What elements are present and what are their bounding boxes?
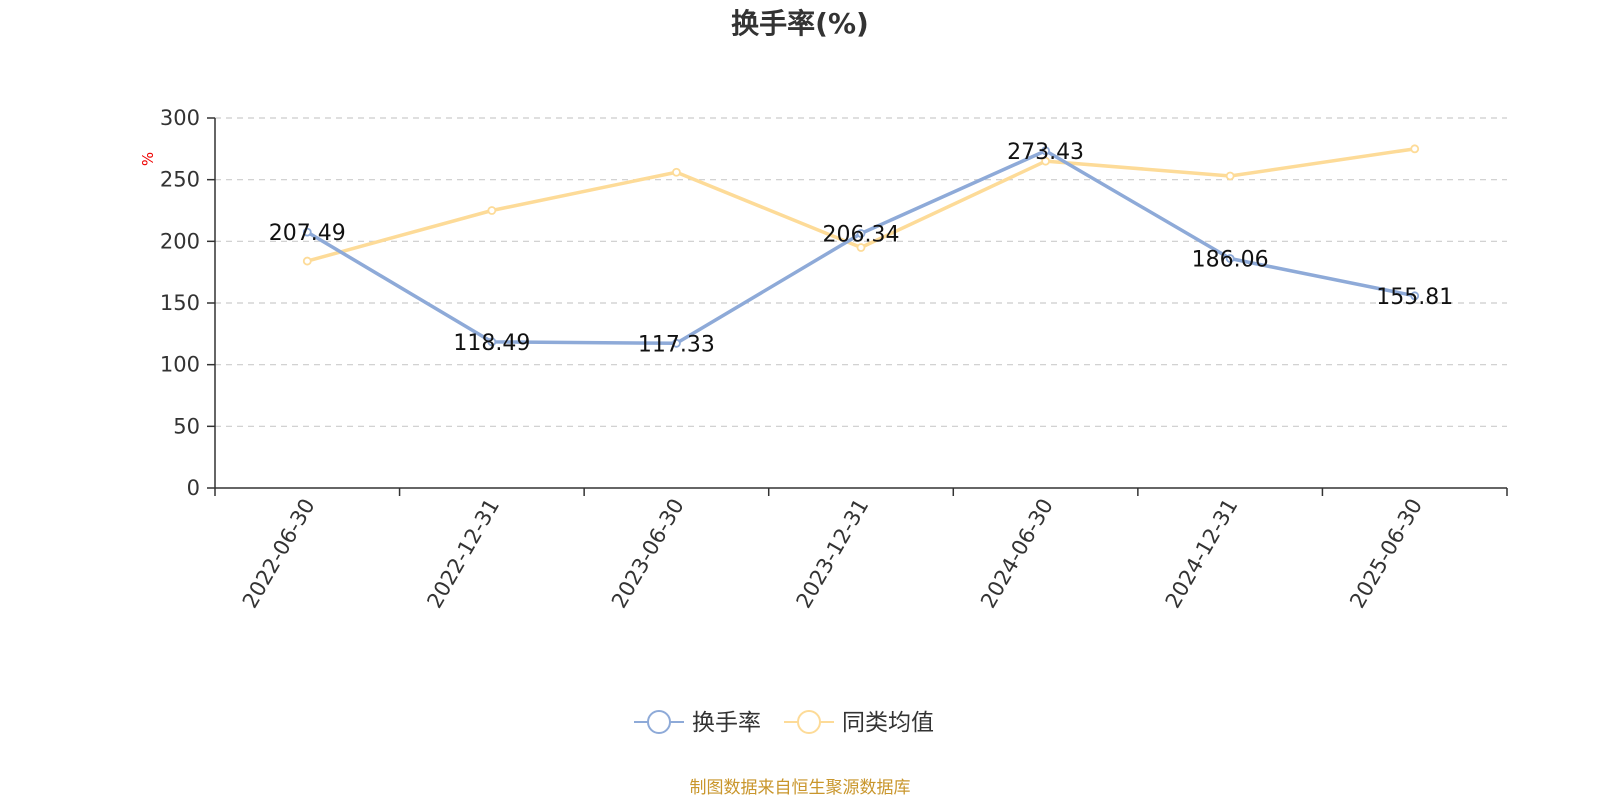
legend-label: 换手率 — [692, 710, 761, 736]
series-point — [672, 167, 681, 177]
y-axis: 0 50 100 150 200 250 300 — [160, 106, 216, 500]
y-tick-label: 100 — [160, 353, 200, 377]
data-label: 273.43 — [1007, 140, 1084, 165]
data-label: 118.49 — [453, 331, 530, 356]
data-label: 207.49 — [269, 221, 346, 246]
series-point — [1225, 254, 1235, 263]
data-label: 117.33 — [638, 332, 715, 357]
x-tick-label: 2023-12-31 — [792, 495, 874, 613]
legend-item[interactable]: 换手率 — [634, 710, 761, 736]
y-tick-label: 0 — [187, 476, 200, 500]
data-labels: 207.49 118.49 117.33 206.34 273.43 186.06 155.… — [269, 140, 1453, 358]
y-tick-label: 200 — [160, 229, 200, 253]
source-note: 制图数据来自恒生聚源数据库 — [690, 778, 911, 798]
x-tick-label: 2024-12-31 — [1161, 495, 1243, 613]
chart-title: 换手率(%) — [731, 7, 869, 40]
series-point — [856, 229, 866, 238]
y-tick-label: 150 — [160, 291, 200, 315]
series-point — [487, 337, 497, 347]
x-tick-label: 2023-06-30 — [607, 495, 689, 613]
data-label: 155.81 — [1376, 285, 1453, 310]
y-tick-label: 250 — [160, 168, 200, 192]
legend[interactable]: 换手率 同类均值 — [634, 710, 934, 736]
series-point — [302, 227, 312, 237]
x-tick-label: 2025-06-30 — [1345, 495, 1427, 613]
y-tick-label: 300 — [160, 106, 200, 130]
series-lines — [302, 144, 1420, 348]
series-point — [302, 256, 312, 266]
x-tick-label: 2022-12-31 — [422, 495, 504, 613]
data-label: 186.06 — [1192, 248, 1269, 273]
legend-circle-marker — [647, 710, 671, 734]
x-axis: 2022-06-30 2022-12-31 2023-06-30 2023-12-31… — [214, 487, 1508, 613]
series-point — [1410, 291, 1420, 301]
legend-item[interactable]: 同类均值 — [784, 710, 934, 736]
series-point — [1410, 144, 1420, 154]
series-point — [1225, 171, 1235, 181]
x-tick-label: 2022-06-30 — [238, 495, 320, 613]
series-point — [1041, 156, 1050, 166]
legend-label: 同类均值 — [842, 710, 934, 736]
data-label: 206.34 — [823, 223, 900, 248]
series-point — [1041, 146, 1050, 156]
y-axis-unit-label: % — [139, 152, 157, 166]
series-point — [487, 206, 497, 215]
series-point — [672, 338, 681, 348]
legend-circle-marker — [797, 710, 821, 734]
x-tick-label: 2024-06-30 — [976, 495, 1058, 613]
series-point — [856, 243, 866, 252]
y-tick-label: 50 — [173, 414, 200, 438]
